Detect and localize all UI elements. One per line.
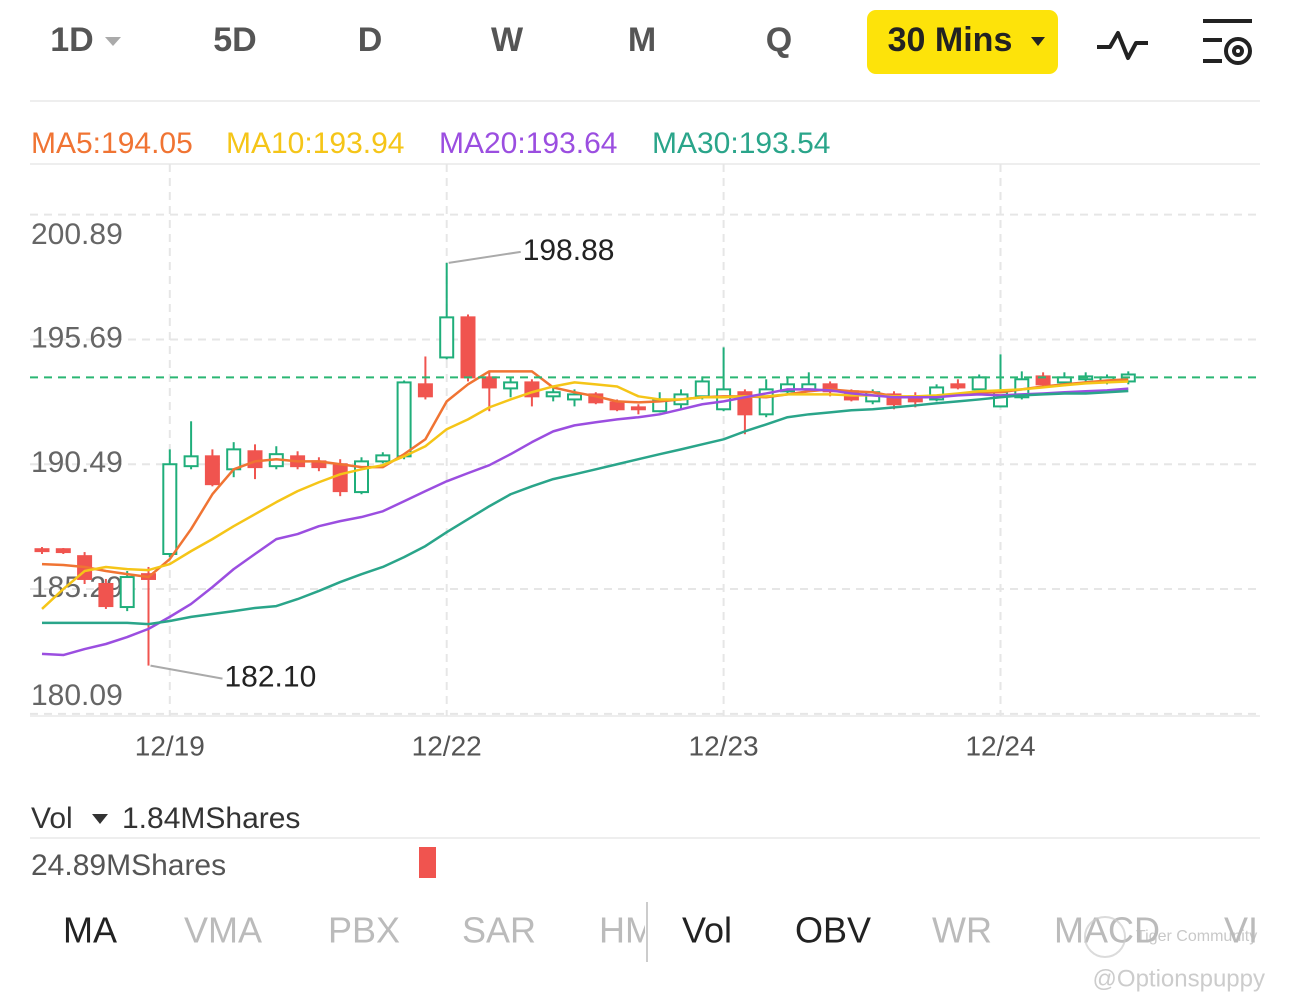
candle-body [375,454,391,463]
candle-body [971,376,987,391]
candle-body [460,316,476,379]
watermark-logo [1084,916,1126,958]
volume-bar [419,847,436,878]
candle-body [417,383,433,398]
dropdown-arrow [1031,37,1045,46]
y-tick-label: 190.49 [31,446,123,479]
candle-body [119,576,135,609]
volume-max: 24.89MShares [31,849,226,882]
candle-body [55,548,71,554]
ma-line [41,387,1129,657]
indicator-icon[interactable] [1097,31,1148,60]
x-tick-label: 12/19 [135,730,205,761]
legend-entry: MA30:193.54 [652,127,830,160]
settings-icon[interactable] [1203,19,1252,65]
volume-current: 1.84MShares [122,802,300,835]
legend-entry: MA5:194.05 [31,127,193,160]
ma-line [42,389,1129,626]
candle-body [34,548,50,553]
candle-body [439,316,455,359]
y-tick-label: 200.89 [31,218,123,251]
low-leader [150,664,223,680]
candle-body [332,463,348,493]
candle-body [950,383,966,389]
dropdown-arrow [92,814,108,824]
y-tick-label: 195.69 [31,321,123,354]
candle-body [204,455,220,486]
indicator-tab[interactable]: WR [932,910,992,951]
indicator-tab[interactable]: HM [599,910,655,951]
candle-body [694,380,710,398]
legend-entry: MA20:193.64 [439,127,617,160]
watermark: @Optionspuppy [1093,965,1265,992]
volume-title[interactable]: Vol [31,802,73,835]
indicator-tab[interactable]: Vol [682,910,732,951]
low-label: 182.10 [225,661,317,694]
interval-button[interactable]: 30 Mins [888,21,1013,59]
interval-button-bg[interactable] [867,10,1058,74]
y-tick-label: 180.09 [31,679,123,712]
period-tab[interactable]: 1D [50,21,93,59]
indicator-tab[interactable]: PBX [328,910,400,951]
indicator-tab[interactable]: VI [1224,910,1258,951]
candle-body [183,455,199,468]
x-tick-label: 12/24 [965,730,1035,761]
candle-body [503,381,519,390]
candle-body [780,383,795,393]
ma-line [41,380,1129,610]
candle-body [481,376,497,389]
x-tick-label: 12/22 [412,730,482,761]
candle-body [162,463,178,555]
candle-body [630,406,646,411]
candle-body [545,391,561,398]
indicator-tab[interactable]: MA [63,910,117,951]
indicator-tab[interactable]: SAR [462,910,536,951]
candle-body [247,450,263,469]
candle-body [886,393,902,406]
dropdown-arrow [105,37,121,46]
period-tab[interactable]: M [628,21,656,59]
candle-body [567,393,582,401]
period-tab[interactable]: D [358,21,383,59]
x-tick-label: 12/23 [689,730,759,761]
candle-body [609,401,625,411]
period-tab[interactable]: 5D [213,21,256,59]
price-chart: MA5:194.05 MA10:193.94 MA20:193.64 MA30:193… [30,127,1260,761]
legend-entry: MA10:193.94 [226,127,404,160]
indicator-tab[interactable]: VMA [184,910,262,951]
period-tab[interactable]: W [491,21,524,59]
candle-body [98,583,114,608]
watermark: Tiger Community [1136,928,1257,945]
candle-body [1056,376,1072,384]
high-leader [448,250,521,264]
indicator-tab[interactable]: OBV [795,910,871,951]
candle-body [396,381,412,458]
high-label: 198.88 [523,234,615,267]
period-tab[interactable]: Q [766,21,792,59]
